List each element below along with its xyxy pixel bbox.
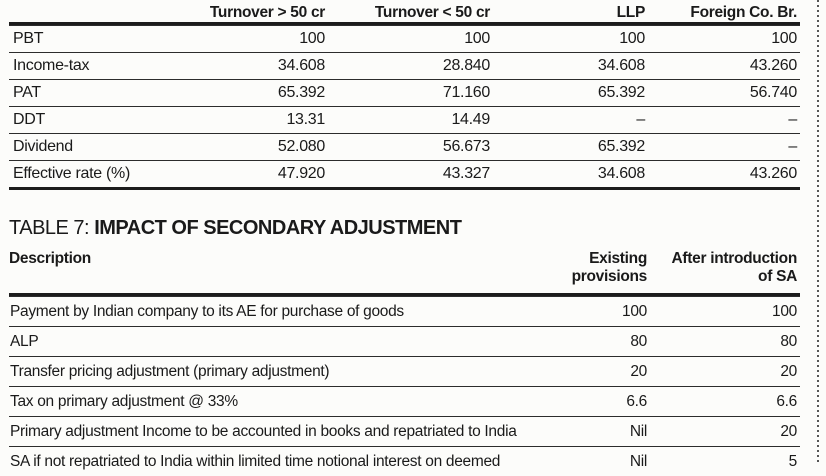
cell-value: 28.840 [442,57,490,74]
table-row-primary-adjustment-income: Primary adjustment Income to be accounte… [9,416,800,446]
cell-value: 34.608 [277,57,325,74]
cell-value: 43.260 [749,57,797,74]
column-header-foreign-co-br: Foreign Co. Br. [690,4,797,21]
row-label: Transfer pricing adjustment (primary adj… [10,362,330,380]
cell-existing: Nil [629,422,647,440]
column-header-turnover-lt-50: Turnover < 50 cr [374,4,490,21]
row-label: DDT [13,111,45,128]
row-label: Payment by Indian company to its AE for … [10,302,404,320]
secondary-adjustment-table: Description Existing provisions After in… [9,239,800,476]
column-header-llp: LLP [616,4,646,21]
cell-existing: 20 [630,362,647,380]
page-content: Turnover > 50 cr Turnover < 50 cr LLP Fo… [9,0,800,476]
cell-existing: 100 [622,302,647,320]
table-row-pbt: PBT 100 100 100 100 [9,25,800,52]
cell-existing: Nil [629,452,647,470]
column-header-after-introduction-of-sa: After introduction of SA [671,250,798,285]
cell-after: 100 [772,302,797,320]
cell-value: 65.392 [597,138,645,155]
tax-table-header-row: Turnover > 50 cr Turnover < 50 cr LLP Fo… [9,0,800,25]
cell-value: 100 [771,30,797,47]
newspaper-column-divider [817,0,819,465]
cell-after: 5 [788,452,798,470]
cell-value: 43.260 [749,165,797,182]
cell-existing: 6.6 [626,392,647,410]
table7-header-row: Description Existing provisions After in… [9,239,800,296]
table-row-dividend: Dividend 52.080 56.673 65.392 – [9,133,800,160]
table7-title-prefix: TABLE 7: [9,217,90,239]
cell-value: 100 [299,30,325,47]
cell-value: 47.920 [277,165,325,182]
cell-value: – [788,138,797,155]
cell-value: 65.392 [597,84,645,101]
row-label: Dividend [13,138,73,155]
cell-value: – [636,111,645,128]
cell-value: 100 [464,30,490,47]
column-header-turnover-gt-50: Turnover > 50 cr [209,4,325,21]
cell-after: 6.6 [776,392,797,410]
cell-value: 100 [619,30,645,47]
cell-value: 34.608 [597,165,645,182]
cell-value: 14.49 [451,111,490,128]
table-row-alp: ALP 80 80 [9,326,800,356]
table7-title: TABLE 7: IMPACT OF SECONDARY ADJUSTMENT [9,217,800,239]
table-row-sa-not-repatriated: SA if not repatriated to India within li… [9,446,800,476]
row-label: Income-tax [13,57,90,74]
row-label: Primary adjustment Income to be accounte… [10,422,517,440]
cell-value: 52.080 [277,138,325,155]
cell-value: 43.327 [442,165,490,182]
table-row-ddt: DDT 13.31 14.49 – – [9,106,800,133]
table-row-income-tax: Income-tax 34.608 28.840 34.608 43.260 [9,52,800,79]
column-header-description: Description [9,250,91,267]
tax-comparison-table: Turnover > 50 cr Turnover < 50 cr LLP Fo… [9,0,800,190]
cell-after: 20 [780,362,797,380]
row-label: SA if not repatriated to India within li… [10,452,501,470]
row-label: PAT [13,84,41,101]
table-row-pat: PAT 65.392 71.160 65.392 56.740 [9,79,800,106]
cell-value: 13.31 [286,111,325,128]
table-row-tax-on-primary-adjustment: Tax on primary adjustment @ 33% 6.6 6.6 [9,386,800,416]
cell-value: 65.392 [277,84,325,101]
table7-title-main: IMPACT OF SECONDARY ADJUSTMENT [94,217,462,239]
cell-value: 56.740 [749,84,797,101]
cell-value: 56.673 [442,138,490,155]
row-label: Effective rate (%) [13,165,131,182]
cell-after: 20 [780,422,797,440]
row-label: ALP [10,332,39,350]
row-label: Tax on primary adjustment @ 33% [10,392,238,410]
table-row-payment-to-ae: Payment by Indian company to its AE for … [9,296,800,326]
cell-after: 80 [780,332,797,350]
cell-existing: 80 [630,332,647,350]
column-header-existing-provisions: Existing provisions [571,250,648,285]
row-label: PBT [13,30,44,47]
cell-value: 71.160 [442,84,490,101]
table-row-transfer-pricing-adjustment: Transfer pricing adjustment (primary adj… [9,356,800,386]
cell-value: – [788,111,797,128]
cell-value: 34.608 [597,57,645,74]
table-row-effective-rate: Effective rate (%) 47.920 43.327 34.608 … [9,160,800,187]
